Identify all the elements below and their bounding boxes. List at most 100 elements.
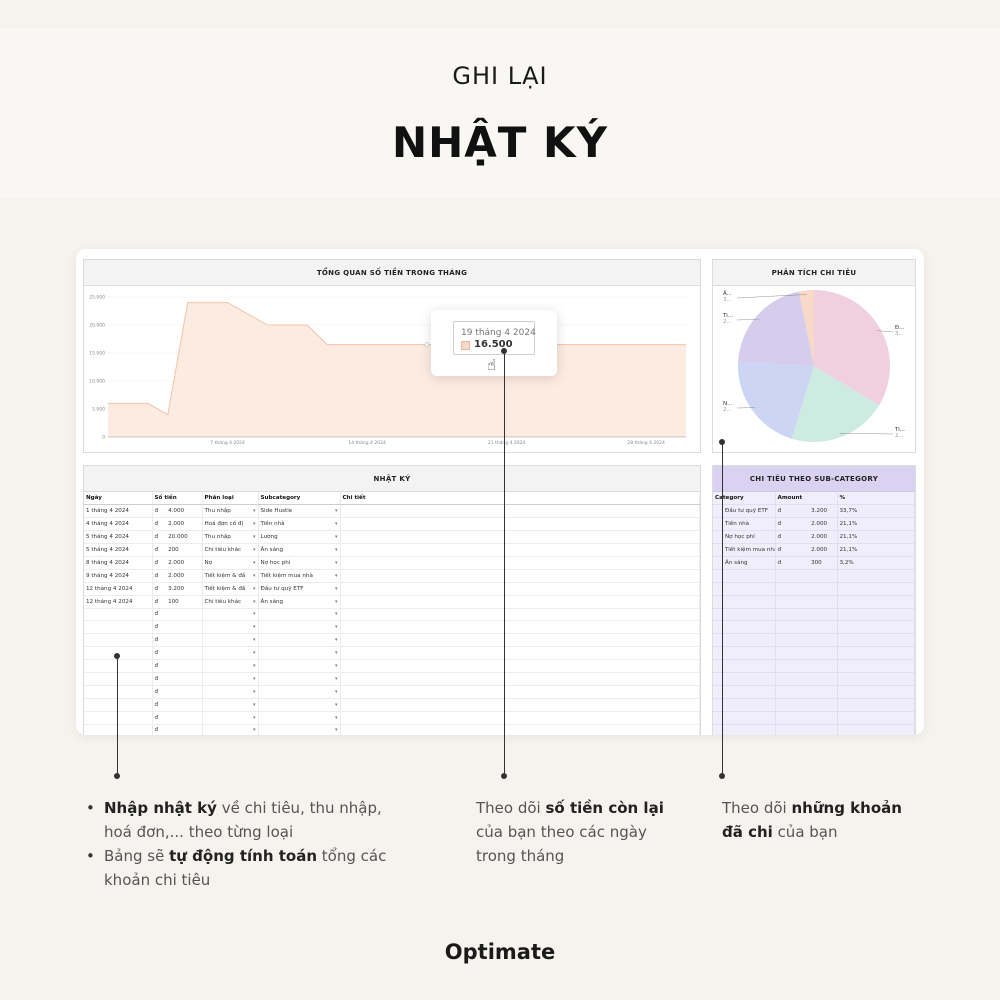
percent-cell[interactable]: 21,1% xyxy=(837,543,915,557)
category-cell[interactable] xyxy=(713,620,776,635)
amount-cell[interactable]: đ 2.000 xyxy=(775,543,838,557)
percent-cell[interactable]: 21,1% xyxy=(837,517,915,532)
category-cell[interactable] xyxy=(713,724,776,735)
chevron-down-icon[interactable]: ▾ xyxy=(252,508,256,515)
chevron-down-icon[interactable]: ▾ xyxy=(252,675,256,682)
amount-cell[interactable]: đ xyxy=(152,711,203,725)
chevron-down-icon[interactable]: ▾ xyxy=(334,637,338,644)
amount-cell[interactable]: đ 2.000 xyxy=(775,530,838,545)
chevron-down-icon[interactable]: ▾ xyxy=(334,611,338,618)
chevron-down-icon[interactable]: ▾ xyxy=(252,663,256,670)
chevron-down-icon[interactable]: ▾ xyxy=(252,727,256,734)
type-dropdown[interactable]: ▾ xyxy=(202,620,259,635)
type-dropdown[interactable]: ▾ xyxy=(202,659,259,673)
date-cell[interactable]: 1 tháng 4 2024 xyxy=(84,504,153,519)
category-cell[interactable] xyxy=(713,569,776,583)
date-cell[interactable]: 5 tháng 4 2024 xyxy=(84,543,153,557)
subcategory-dropdown[interactable]: ▾ xyxy=(258,620,341,635)
amount-cell[interactable]: đ xyxy=(152,646,203,661)
amount-cell[interactable]: đ xyxy=(152,620,203,635)
percent-cell[interactable] xyxy=(837,659,915,673)
date-cell[interactable] xyxy=(84,620,153,635)
amount-cell[interactable]: đ xyxy=(152,608,203,622)
amount-cell[interactable] xyxy=(775,608,838,622)
chevron-down-icon[interactable]: ▾ xyxy=(334,714,338,721)
detail-cell[interactable] xyxy=(340,620,700,635)
date-cell[interactable] xyxy=(84,608,153,622)
chevron-down-icon[interactable]: ▾ xyxy=(252,611,256,618)
amount-cell[interactable] xyxy=(775,633,838,648)
amount-cell[interactable]: đ 3.200 xyxy=(152,582,203,596)
subcategory-dropdown[interactable]: ▾ xyxy=(258,672,341,686)
type-dropdown[interactable]: Tiết kiệm & đầ ▾ xyxy=(202,582,259,596)
chevron-down-icon[interactable]: ▾ xyxy=(334,701,338,708)
type-dropdown[interactable]: ▾ xyxy=(202,633,259,648)
subcategory-dropdown[interactable]: ▾ xyxy=(258,646,341,661)
chevron-down-icon[interactable]: ▾ xyxy=(252,585,256,592)
amount-cell[interactable] xyxy=(775,724,838,735)
amount-cell[interactable] xyxy=(775,582,838,596)
chevron-down-icon[interactable]: ▾ xyxy=(334,508,338,515)
amount-cell[interactable]: đ xyxy=(152,672,203,686)
amount-cell[interactable]: đ xyxy=(152,633,203,648)
detail-cell[interactable] xyxy=(340,672,700,686)
amount-cell[interactable]: đ 100 xyxy=(152,595,203,609)
amount-cell[interactable] xyxy=(775,646,838,661)
date-cell[interactable]: 4 tháng 4 2024 xyxy=(84,517,153,532)
detail-cell[interactable] xyxy=(340,659,700,673)
subcategory-dropdown[interactable]: Ăn sáng ▾ xyxy=(258,595,341,609)
detail-cell[interactable] xyxy=(340,504,700,519)
subcategory-dropdown[interactable]: ▾ xyxy=(258,685,341,699)
detail-cell[interactable] xyxy=(340,633,700,648)
percent-cell[interactable] xyxy=(837,569,915,583)
percent-cell[interactable] xyxy=(837,582,915,596)
chevron-down-icon[interactable]: ▾ xyxy=(334,624,338,631)
type-dropdown[interactable]: Nợ ▾ xyxy=(202,556,259,570)
detail-cell[interactable] xyxy=(340,685,700,699)
category-cell[interactable]: Tiền nhà xyxy=(713,517,776,532)
chevron-down-icon[interactable]: ▾ xyxy=(252,688,256,695)
chevron-down-icon[interactable]: ▾ xyxy=(334,675,338,682)
percent-cell[interactable]: 33,7% xyxy=(837,504,915,519)
amount-cell[interactable] xyxy=(775,595,838,609)
type-dropdown[interactable]: Thu nhập ▾ xyxy=(202,530,259,545)
subcategory-dropdown[interactable]: ▾ xyxy=(258,608,341,622)
detail-cell[interactable] xyxy=(340,556,700,570)
subcategory-dropdown[interactable]: ▾ xyxy=(258,659,341,673)
category-cell[interactable] xyxy=(713,711,776,725)
percent-cell[interactable] xyxy=(837,646,915,661)
detail-cell[interactable] xyxy=(340,517,700,532)
amount-cell[interactable]: đ 3.200 xyxy=(775,504,838,519)
detail-cell[interactable] xyxy=(340,530,700,545)
category-cell[interactable] xyxy=(713,646,776,661)
chevron-down-icon[interactable]: ▾ xyxy=(252,547,256,553)
chevron-down-icon[interactable]: ▾ xyxy=(252,521,256,528)
detail-cell[interactable] xyxy=(340,698,700,712)
type-dropdown[interactable]: ▾ xyxy=(202,685,259,699)
type-dropdown[interactable]: Hoá đơn cố đị ▾ xyxy=(202,517,259,532)
date-cell[interactable] xyxy=(84,698,153,712)
detail-cell[interactable] xyxy=(340,582,700,596)
percent-cell[interactable] xyxy=(837,685,915,699)
category-cell[interactable] xyxy=(713,608,776,622)
type-dropdown[interactable]: ▾ xyxy=(202,608,259,622)
date-cell[interactable] xyxy=(84,633,153,648)
category-cell[interactable] xyxy=(713,672,776,686)
amount-cell[interactable]: đ 4.000 xyxy=(152,504,203,519)
amount-cell[interactable] xyxy=(775,711,838,725)
date-cell[interactable]: 8 tháng 4 2024 xyxy=(84,556,153,570)
type-dropdown[interactable]: ▾ xyxy=(202,711,259,725)
percent-cell[interactable] xyxy=(837,711,915,725)
date-cell[interactable]: 12 tháng 4 2024 xyxy=(84,595,153,609)
amount-cell[interactable]: đ 2.000 xyxy=(152,517,203,532)
percent-cell[interactable] xyxy=(837,608,915,622)
category-cell[interactable]: Đầu tư quỹ ETF xyxy=(713,504,776,519)
date-cell[interactable]: 12 tháng 4 2024 xyxy=(84,582,153,596)
subcategory-dropdown[interactable]: ▾ xyxy=(258,711,341,725)
category-cell[interactable] xyxy=(713,698,776,712)
amount-cell[interactable] xyxy=(775,569,838,583)
chevron-down-icon[interactable]: ▾ xyxy=(334,547,338,553)
subcategory-dropdown[interactable]: Tiết kiệm mua nhà ▾ xyxy=(258,569,341,583)
date-cell[interactable] xyxy=(84,711,153,725)
amount-cell[interactable]: đ 200 xyxy=(152,543,203,557)
